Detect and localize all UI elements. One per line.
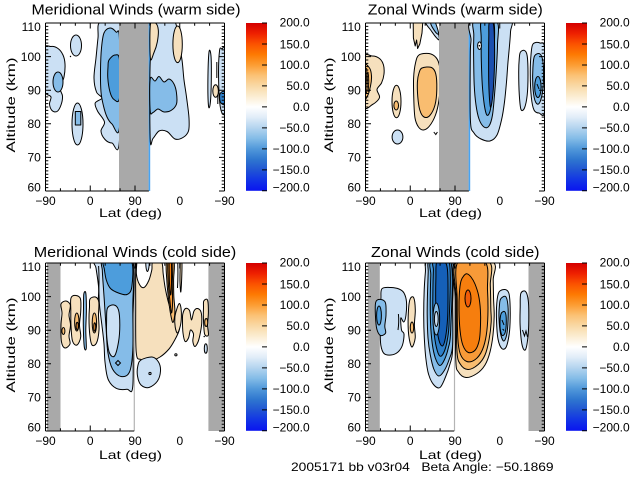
svg-text:110: 110 bbox=[22, 20, 41, 34]
svg-text:100.0: 100.0 bbox=[280, 298, 310, 312]
svg-text:−200.0: −200.0 bbox=[593, 180, 630, 194]
svg-text:70: 70 bbox=[347, 151, 361, 165]
svg-text:110: 110 bbox=[342, 20, 361, 34]
svg-text:100: 100 bbox=[21, 290, 41, 304]
svg-text:50.0: 50.0 bbox=[606, 79, 630, 93]
svg-text:200.0: 200.0 bbox=[600, 16, 630, 30]
svg-text:50.0: 50.0 bbox=[606, 319, 630, 333]
svg-text:−50.0: −50.0 bbox=[599, 361, 630, 375]
svg-text:Lat (deg): Lat (deg) bbox=[419, 206, 482, 220]
svg-text:150.0: 150.0 bbox=[600, 277, 630, 291]
svg-text:150.0: 150.0 bbox=[280, 277, 310, 291]
svg-text:−100.0: −100.0 bbox=[593, 382, 630, 396]
svg-text:110: 110 bbox=[342, 260, 361, 274]
svg-text:60: 60 bbox=[27, 421, 41, 435]
svg-text:−200.0: −200.0 bbox=[273, 180, 310, 194]
svg-text:100.0: 100.0 bbox=[280, 58, 310, 72]
svg-text:Meridional Winds (warm side): Meridional Winds (warm side) bbox=[32, 1, 241, 18]
svg-text:2005171 bb v03r04 Beta Angle: 2005171 bb v03r04 Beta Angle: −50.1869 bbox=[291, 460, 554, 474]
svg-text:0: 0 bbox=[87, 194, 94, 208]
svg-text:−150.0: −150.0 bbox=[273, 403, 310, 417]
svg-text:90: 90 bbox=[448, 194, 462, 208]
svg-text:150.0: 150.0 bbox=[280, 37, 310, 51]
svg-text:0: 0 bbox=[496, 434, 503, 448]
svg-text:Altitude (km): Altitude (km) bbox=[322, 298, 336, 393]
svg-text:100.0: 100.0 bbox=[600, 58, 630, 72]
svg-text:90: 90 bbox=[128, 194, 142, 208]
svg-text:−150.0: −150.0 bbox=[273, 163, 310, 177]
svg-text:70: 70 bbox=[27, 391, 41, 405]
svg-text:−200.0: −200.0 bbox=[593, 420, 630, 434]
svg-text:80: 80 bbox=[27, 117, 41, 131]
svg-text:80: 80 bbox=[347, 357, 361, 371]
svg-text:50.0: 50.0 bbox=[286, 319, 310, 333]
svg-text:110: 110 bbox=[22, 260, 41, 274]
svg-text:200.0: 200.0 bbox=[280, 256, 310, 270]
svg-text:150.0: 150.0 bbox=[600, 37, 630, 51]
svg-text:−90: −90 bbox=[214, 434, 235, 448]
svg-text:0.0: 0.0 bbox=[293, 100, 310, 114]
svg-text:Zonal Winds (cold side): Zonal Winds (cold side) bbox=[371, 244, 540, 261]
svg-text:−150.0: −150.0 bbox=[593, 163, 630, 177]
svg-text:60: 60 bbox=[347, 421, 361, 435]
svg-text:0: 0 bbox=[176, 434, 183, 448]
svg-text:100: 100 bbox=[21, 50, 41, 64]
svg-text:Meridional Winds (cold side): Meridional Winds (cold side) bbox=[34, 244, 237, 261]
svg-text:0: 0 bbox=[407, 194, 414, 208]
svg-text:−100.0: −100.0 bbox=[273, 142, 310, 156]
svg-text:90: 90 bbox=[27, 84, 41, 98]
svg-text:−50.0: −50.0 bbox=[599, 121, 630, 135]
svg-text:−100.0: −100.0 bbox=[273, 382, 310, 396]
svg-text:0.0: 0.0 bbox=[613, 100, 630, 114]
svg-text:100: 100 bbox=[341, 50, 361, 64]
svg-text:0: 0 bbox=[407, 434, 414, 448]
svg-text:0.0: 0.0 bbox=[613, 340, 630, 354]
svg-text:90: 90 bbox=[27, 324, 41, 338]
svg-text:60: 60 bbox=[347, 181, 361, 195]
svg-text:0.0: 0.0 bbox=[293, 340, 310, 354]
svg-text:Lat (deg): Lat (deg) bbox=[419, 448, 482, 462]
svg-text:−150.0: −150.0 bbox=[593, 403, 630, 417]
svg-text:Zonal Winds (warm side): Zonal Winds (warm side) bbox=[368, 1, 543, 18]
svg-text:Altitude (km): Altitude (km) bbox=[4, 58, 18, 153]
svg-text:90: 90 bbox=[347, 324, 361, 338]
svg-text:90: 90 bbox=[347, 84, 361, 98]
svg-text:60: 60 bbox=[27, 181, 41, 195]
svg-text:70: 70 bbox=[27, 151, 41, 165]
svg-text:0: 0 bbox=[87, 434, 94, 448]
svg-text:−90: −90 bbox=[534, 434, 555, 448]
svg-text:Altitude (km): Altitude (km) bbox=[322, 58, 336, 153]
svg-text:80: 80 bbox=[347, 117, 361, 131]
svg-text:−90: −90 bbox=[35, 194, 56, 208]
svg-text:0: 0 bbox=[176, 194, 183, 208]
svg-text:−90: −90 bbox=[214, 194, 235, 208]
svg-text:70: 70 bbox=[347, 391, 361, 405]
svg-text:90: 90 bbox=[448, 434, 462, 448]
svg-text:Lat (deg): Lat (deg) bbox=[99, 448, 162, 462]
svg-text:200.0: 200.0 bbox=[600, 256, 630, 270]
svg-text:−100.0: −100.0 bbox=[593, 142, 630, 156]
svg-text:100.0: 100.0 bbox=[600, 298, 630, 312]
svg-text:−200.0: −200.0 bbox=[273, 420, 310, 434]
svg-text:−50.0: −50.0 bbox=[279, 121, 310, 135]
svg-text:−50.0: −50.0 bbox=[279, 361, 310, 375]
svg-text:Altitude (km): Altitude (km) bbox=[4, 298, 18, 393]
svg-text:50.0: 50.0 bbox=[286, 79, 310, 93]
svg-text:−90: −90 bbox=[355, 194, 376, 208]
svg-text:−90: −90 bbox=[355, 434, 376, 448]
svg-text:0: 0 bbox=[496, 194, 503, 208]
svg-text:−90: −90 bbox=[534, 194, 555, 208]
svg-text:90: 90 bbox=[128, 434, 142, 448]
svg-text:100: 100 bbox=[341, 290, 361, 304]
svg-text:−90: −90 bbox=[35, 434, 56, 448]
svg-text:80: 80 bbox=[27, 357, 41, 371]
svg-text:200.0: 200.0 bbox=[280, 16, 310, 30]
svg-text:Lat (deg): Lat (deg) bbox=[99, 206, 162, 220]
